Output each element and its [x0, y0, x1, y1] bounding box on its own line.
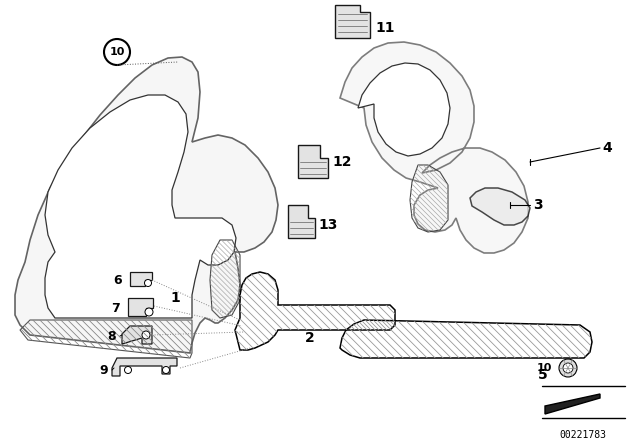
- Circle shape: [104, 39, 130, 65]
- Circle shape: [559, 359, 577, 377]
- Text: 10: 10: [536, 363, 552, 373]
- Circle shape: [142, 331, 150, 339]
- Text: 5: 5: [538, 368, 548, 382]
- Text: 13: 13: [318, 218, 337, 232]
- Text: 3: 3: [533, 198, 543, 212]
- Polygon shape: [298, 145, 328, 178]
- Text: 2: 2: [305, 331, 315, 345]
- Text: 8: 8: [108, 329, 116, 343]
- Circle shape: [125, 366, 131, 374]
- Polygon shape: [15, 57, 278, 353]
- Text: 1: 1: [170, 291, 180, 305]
- Polygon shape: [128, 298, 153, 316]
- Text: 00221783: 00221783: [559, 430, 607, 440]
- Polygon shape: [545, 394, 600, 414]
- Polygon shape: [335, 5, 370, 38]
- Text: 6: 6: [113, 273, 122, 287]
- Circle shape: [145, 308, 153, 316]
- Polygon shape: [45, 95, 236, 318]
- Polygon shape: [122, 326, 152, 344]
- Circle shape: [145, 280, 152, 287]
- Text: 4: 4: [602, 141, 612, 155]
- Text: 11: 11: [375, 21, 394, 35]
- Text: 12: 12: [332, 155, 351, 169]
- Circle shape: [563, 363, 573, 373]
- Polygon shape: [288, 205, 315, 238]
- Text: 7: 7: [111, 302, 120, 314]
- Polygon shape: [340, 42, 528, 253]
- Polygon shape: [112, 358, 177, 376]
- Polygon shape: [130, 272, 152, 286]
- Polygon shape: [470, 188, 530, 225]
- Circle shape: [163, 366, 170, 374]
- Polygon shape: [358, 63, 450, 156]
- Text: 10: 10: [109, 47, 125, 57]
- Text: 9: 9: [99, 363, 108, 376]
